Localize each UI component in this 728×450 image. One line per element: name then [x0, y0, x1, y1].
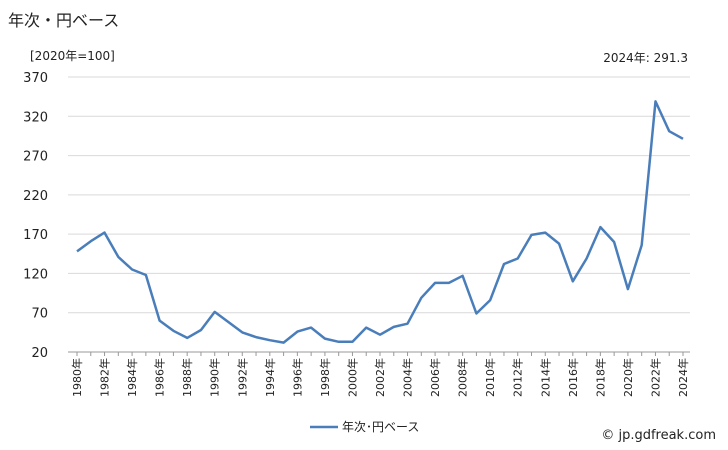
x-tick-label: 1986年: [153, 358, 167, 397]
y-tick-label: 370: [23, 71, 48, 86]
y-axis-unit-label: [2020年=100]: [30, 49, 115, 63]
y-tick-labels: 20 70 120 170 220 270 320 370: [23, 71, 48, 361]
series-lines: [76, 100, 684, 344]
x-tick-label: 1984年: [125, 358, 139, 397]
x-tick-label: 2016年: [566, 358, 580, 397]
chart-title: 年次・円ベース: [8, 11, 120, 30]
y-tick-label: 70: [31, 307, 48, 322]
x-tick-label: 2022年: [648, 358, 662, 397]
x-tick-label: 2014年: [538, 358, 552, 397]
x-tick-label: 2000年: [345, 358, 359, 397]
x-tick-label: 2024年: [676, 358, 690, 397]
x-tick-label: 1996年: [290, 358, 304, 397]
x-tick-label: 1980年: [70, 358, 84, 397]
x-tick-label: 2012年: [511, 358, 525, 397]
y-tick-label: 120: [23, 267, 48, 282]
y-tick-label: 20: [31, 346, 48, 361]
y-tick-label: 270: [23, 150, 48, 165]
x-tick-labels: 1980年 1982年 1984年 1986年 1988年 1990年 1992年 1994年…: [70, 352, 690, 397]
legend-label: 年次･円ベース: [342, 420, 419, 434]
x-tick-label: 1992年: [235, 358, 249, 397]
x-tick-label: 1982年: [98, 358, 112, 397]
x-tick-label: 1990年: [208, 358, 222, 397]
grid-lines: [68, 76, 690, 353]
x-tick-label: 2018年: [593, 358, 607, 397]
source-credit: © jp.gdfreak.com: [601, 428, 716, 443]
x-tick-label: 1988年: [180, 358, 194, 397]
x-tick-label: 2020年: [621, 358, 635, 397]
x-tick-label: 2004年: [401, 358, 415, 397]
x-tick-label: 1994年: [263, 358, 277, 397]
y-tick-label: 220: [23, 189, 48, 204]
x-tick-label: 2006年: [428, 358, 442, 397]
x-tick-label: 2002年: [373, 358, 387, 397]
legend: 年次･円ベース: [310, 420, 419, 434]
y-tick-label: 170: [23, 228, 48, 243]
x-tick-label: 2010年: [483, 358, 497, 397]
x-tick-label: 1998年: [318, 358, 332, 397]
x-tick-label: 2008年: [456, 358, 470, 397]
latest-value-label: 2024年: 291.3: [603, 51, 688, 65]
y-tick-label: 320: [23, 110, 48, 125]
series-line: [76, 100, 684, 344]
